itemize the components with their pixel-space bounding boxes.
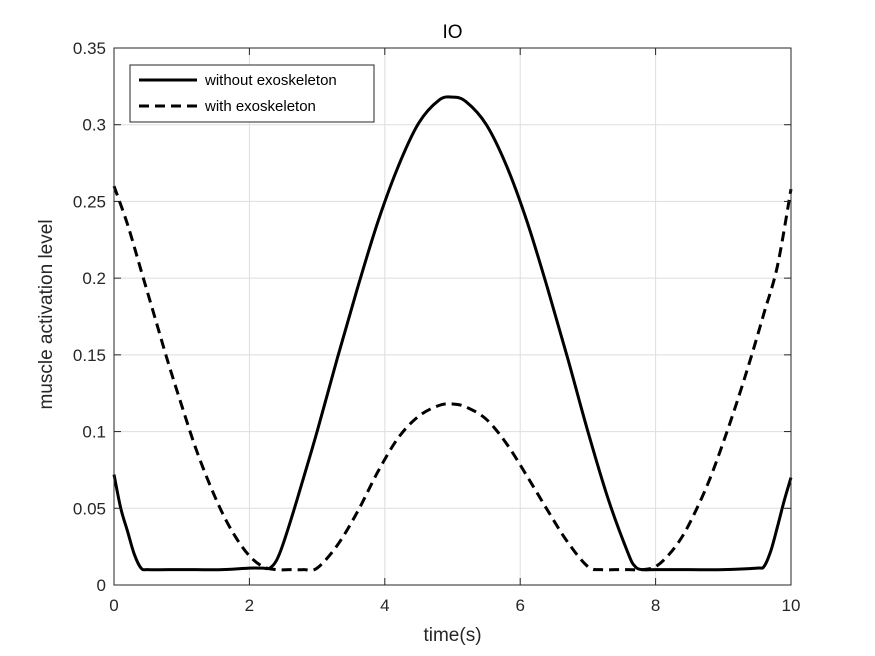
legend-box (129, 64, 375, 123)
legend-label-with-exoskeleton: with exoskeleton (204, 98, 316, 115)
series-line-with-exoskeleton (112, 185, 793, 572)
y-axis-title: muscle activation level (36, 219, 57, 409)
x-tick-label: 8 (651, 596, 660, 615)
legend: without exoskeleton with exoskeleton (129, 64, 375, 123)
x-tick-label: 6 (515, 596, 524, 615)
tick-layer: 0 2 4 6 8 10 0 0.05 0.1 0.15 0.2 0.25 0.3 0.35 (73, 39, 801, 615)
series-line-without-exoskeleton (112, 95, 793, 572)
y-tick-label: 0.05 (73, 499, 106, 518)
y-tick-label: 0.2 (82, 269, 106, 288)
plot-area (114, 48, 791, 585)
x-tick-label: 2 (245, 596, 254, 615)
chart-title: IO (442, 22, 462, 43)
x-axis-title: time(s) (423, 625, 481, 646)
y-tick-label: 0.15 (73, 346, 106, 365)
x-tick-label: 0 (109, 596, 118, 615)
y-tick-label: 0.25 (73, 192, 106, 211)
series-layer (112, 95, 793, 572)
axes-frame (113, 47, 792, 586)
y-tick-label: 0.1 (82, 423, 106, 442)
x-tick-label: 10 (782, 596, 801, 615)
y-tick-label: 0.35 (73, 39, 106, 58)
x-tick-label: 4 (380, 596, 389, 615)
y-tick-label: 0.3 (82, 116, 106, 135)
y-tick-label: 0 (97, 576, 106, 595)
grid-layer (114, 48, 791, 585)
legend-label-without-exoskeleton: without exoskeleton (204, 72, 337, 89)
